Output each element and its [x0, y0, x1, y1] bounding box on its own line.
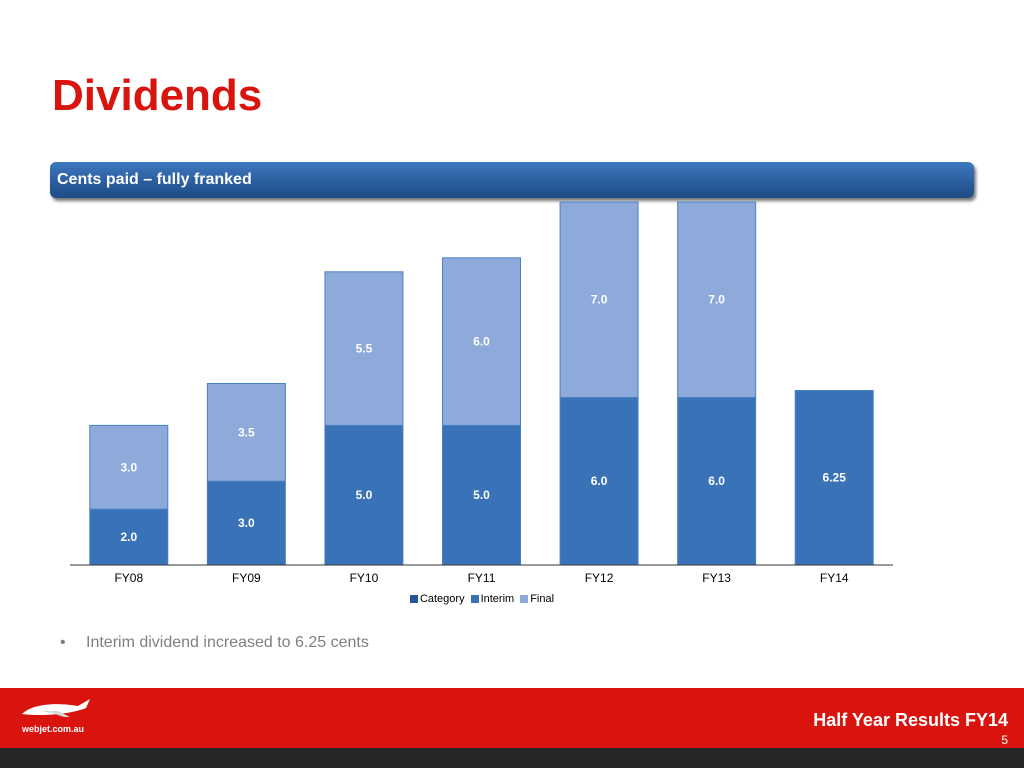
webjet-plane-logo-icon [22, 699, 90, 717]
x-tick-label-fy12: FY12 [585, 571, 614, 585]
data-label-final-fy10: 5.5 [356, 342, 373, 356]
data-label-final-fy11: 6.0 [473, 335, 490, 349]
x-tick-label-fy11: FY11 [468, 571, 496, 585]
x-tick-label-fy10: FY10 [350, 571, 379, 585]
slide-title: Dividends [52, 71, 263, 120]
legend-label-category: Category [419, 593, 465, 605]
section-banner: Cents paid – fully franked [50, 162, 974, 198]
data-label-interim-fy08: 2.0 [120, 530, 137, 544]
x-tick-label-fy14: FY14 [820, 571, 849, 585]
data-label-interim-fy09: 3.0 [238, 516, 255, 530]
data-label-final-fy13: 7.0 [708, 293, 725, 307]
bar-final-fy11 [442, 257, 521, 426]
data-label-final-fy08: 3.0 [120, 460, 137, 474]
legend-item-interim: Interim [470, 593, 515, 605]
data-label-interim-fy12: 6.0 [591, 474, 608, 488]
bullet-dot: • [60, 634, 66, 651]
data-label-interim-fy14: 6.25 [823, 471, 847, 485]
legend-swatch-category [409, 595, 418, 603]
data-label-final-fy12: 7.0 [591, 293, 608, 307]
legend-item-final: Final [520, 593, 554, 605]
data-label-interim-fy13: 6.0 [708, 474, 725, 488]
data-label-interim-fy11: 5.0 [473, 488, 490, 502]
bullet-text: Interim dividend increased to 6.25 cents [86, 634, 369, 651]
banner-text: Cents paid – fully franked [57, 171, 252, 188]
legend-swatch-interim [470, 595, 479, 603]
footer-bar [0, 688, 1024, 748]
logo-text: webjet.com.au [22, 724, 85, 734]
bar-interim-fy12 [559, 396, 639, 566]
bar-final-fy10 [324, 271, 404, 426]
bar-final-fy08 [89, 424, 169, 510]
bar-interim-fy08 [89, 508, 169, 566]
x-tick-label-fy13: FY13 [702, 571, 731, 585]
bar-final-fy12 [559, 201, 639, 398]
bullet-item: • Interim dividend increased to 6.25 cen… [60, 634, 369, 652]
bar-interim-fy13 [677, 396, 757, 566]
footer-bottom-strip [0, 748, 1024, 768]
chart-legend: Category Interim Final [0, 593, 964, 605]
page-number: 5 [1001, 733, 1008, 747]
data-label-interim-fy10: 5.0 [356, 488, 373, 502]
bar-final-fy09 [206, 383, 286, 482]
data-label-final-fy09: 3.5 [238, 425, 255, 439]
legend-swatch-final [520, 595, 529, 603]
footer-title: Half Year Results FY14 [813, 710, 1008, 730]
x-tick-label-fy09: FY09 [232, 571, 261, 585]
legend-label-final: Final [530, 593, 555, 605]
legend-label-interim: Interim [480, 593, 515, 605]
legend-item-category: Category [409, 593, 465, 605]
bar-interim-fy14 [794, 389, 874, 566]
bar-final-fy13 [677, 201, 757, 398]
x-tick-label-fy08: FY08 [114, 571, 143, 585]
